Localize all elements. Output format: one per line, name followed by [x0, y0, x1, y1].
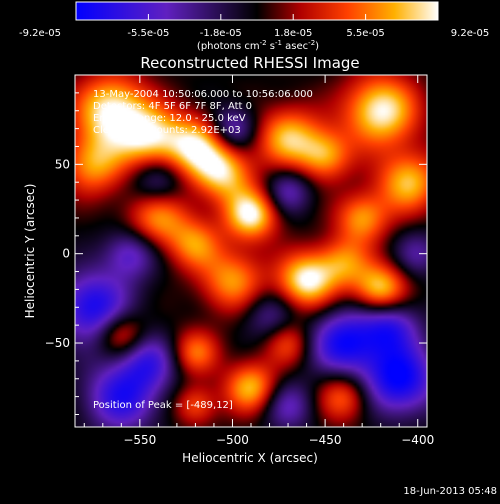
annotation-detectors: Detectors: 4F 5F 6F 7F 8F, Att 0: [93, 101, 252, 112]
colorbar-ticks: -9.2e-05 -5.5e-05 -1.8e-05 1.8e-05 5.5e-05 9.…: [19, 14, 489, 39]
colorbar-tick-label: -1.8e-05: [200, 28, 242, 39]
annotation-time: 13-May-2004 10:50:06.000 to 10:56:06.000: [93, 89, 313, 100]
x-tick-label: −550: [123, 433, 156, 447]
x-axis-ticks: −550 −500 −450 −400: [83, 75, 434, 447]
x-tick-label: −400: [401, 433, 434, 447]
annotation-block: 13-May-2004 10:50:06.000 to 10:56:06.000…: [93, 89, 313, 136]
annotation-counts: Clean Total counts: 2.92E+03: [93, 125, 241, 136]
colorbar-tick-label: 9.2e-05: [451, 28, 489, 39]
chart-title: Reconstructed RHESSI Image: [140, 54, 359, 72]
peak-position-label: Position of Peak = [-489,12]: [93, 400, 233, 411]
colorbar: [75, 1, 439, 21]
y-tick-label: −50: [45, 336, 70, 350]
x-tick-label: −500: [216, 433, 249, 447]
footer-date: 18-Jun-2013 05:48: [403, 486, 497, 497]
y-tick-label: 50: [55, 157, 70, 171]
colorbar-tick-label: -5.5e-05: [127, 28, 169, 39]
x-tick-label: −450: [309, 433, 342, 447]
y-axis-label: Heliocentric Y (arcsec): [23, 184, 37, 319]
x-axis-label: Heliocentric X (arcsec): [182, 451, 318, 465]
heatmap-image: [75, 75, 427, 427]
colorbar-units: (photons cm-2 s-1 asec-2): [197, 39, 319, 52]
y-tick-label: 0: [62, 247, 70, 261]
y-axis-ticks: 50 0 −50: [45, 92, 427, 415]
colorbar-tick-label: 5.5e-05: [346, 28, 384, 39]
colorbar-tick-label: 1.8e-05: [274, 28, 312, 39]
colorbar-tick-label: -9.2e-05: [19, 28, 61, 39]
annotation-energy: Energy Range: 12.0 - 25.0 keV: [93, 113, 246, 124]
